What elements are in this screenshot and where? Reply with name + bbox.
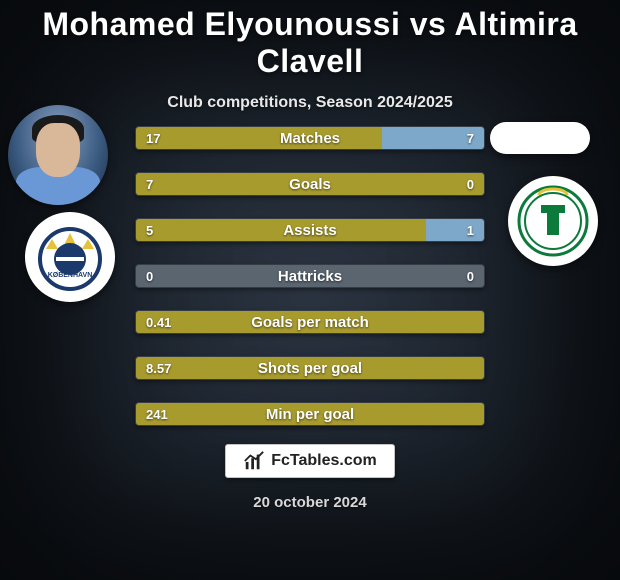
- stat-row-goals-per-match: 0.41 Goals per match: [135, 310, 485, 334]
- real-betis-icon: [515, 183, 591, 259]
- player-left-avatar: [8, 105, 108, 205]
- stat-row-goals: 7 Goals 0: [135, 172, 485, 196]
- stat-value-right: 0: [467, 173, 474, 195]
- fctables-link[interactable]: FcTables.com: [225, 444, 395, 478]
- stat-label: Hattricks: [136, 265, 484, 287]
- stat-value-right: 0: [467, 265, 474, 287]
- stat-row-min-per-goal: 241 Min per goal: [135, 402, 485, 426]
- stat-label: Shots per goal: [136, 357, 484, 379]
- stat-label: Goals per match: [136, 311, 484, 333]
- stat-label: Goals: [136, 173, 484, 195]
- stat-value-right: 1: [467, 219, 474, 241]
- stat-value-right: 7: [467, 127, 474, 149]
- date-text: 20 october 2024: [0, 494, 620, 511]
- subtitle: Club competitions, Season 2024/2025: [0, 94, 620, 112]
- chart-icon: [243, 450, 265, 472]
- stat-label: Matches: [136, 127, 484, 149]
- stat-label: Min per goal: [136, 403, 484, 425]
- page-title: Mohamed Elyounoussi vs Altimira Clavell: [0, 0, 620, 80]
- stat-label: Assists: [136, 219, 484, 241]
- club-left-badge: KØBENHAVN: [25, 212, 115, 302]
- stats-column: 17 Matches 7 7 Goals 0 5 Assists 1 0 Hat…: [135, 126, 485, 448]
- stat-row-assists: 5 Assists 1: [135, 218, 485, 242]
- stat-row-matches: 17 Matches 7: [135, 126, 485, 150]
- stat-row-shots-per-goal: 8.57 Shots per goal: [135, 356, 485, 380]
- club-right-badge: [508, 176, 598, 266]
- fc-copenhagen-icon: KØBENHAVN: [32, 219, 108, 295]
- stat-row-hattricks: 0 Hattricks 0: [135, 264, 485, 288]
- logo-text: FcTables.com: [271, 452, 377, 470]
- svg-text:KØBENHAVN: KØBENHAVN: [48, 272, 93, 279]
- player-right-avatar: [490, 122, 590, 154]
